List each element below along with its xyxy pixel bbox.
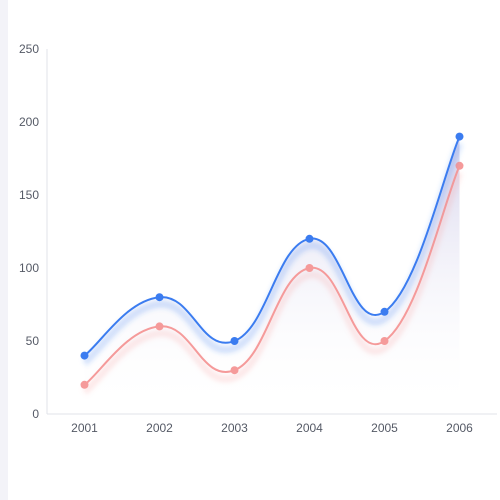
- series-line-shadow: [82, 142, 463, 366]
- y-tick-label: 100: [19, 261, 39, 275]
- data-point: [80, 351, 89, 360]
- left-panel-edge: [0, 0, 8, 500]
- x-tick-label: 2005: [371, 421, 398, 435]
- data-point: [80, 380, 89, 389]
- data-point: [155, 293, 164, 302]
- y-tick-label: 150: [19, 188, 39, 202]
- data-point: [305, 264, 314, 272]
- x-tick-label: 2001: [71, 421, 98, 435]
- y-tick-label: 0: [32, 407, 39, 421]
- x-tick-label: 2006: [446, 421, 473, 435]
- data-point: [305, 234, 314, 243]
- data-point: [155, 322, 164, 331]
- data-point: [230, 337, 239, 345]
- data-point: [455, 161, 464, 170]
- y-tick-label: 250: [19, 42, 39, 56]
- x-tick-label: 2002: [146, 421, 173, 435]
- x-tick-label: 2003: [221, 421, 248, 435]
- y-tick-label: 200: [19, 115, 39, 129]
- data-point: [230, 366, 239, 375]
- data-point: [380, 337, 389, 345]
- y-tick-label: 50: [26, 334, 40, 348]
- series-area-fill: [84, 136, 460, 414]
- data-point: [380, 307, 389, 316]
- data-point: [455, 132, 464, 141]
- x-tick-label: 2004: [296, 421, 323, 435]
- series-line-shadow: [82, 171, 463, 395]
